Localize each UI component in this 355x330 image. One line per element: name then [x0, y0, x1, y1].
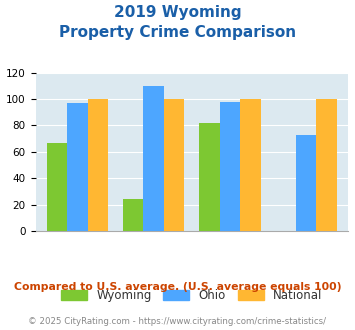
- Text: Compared to U.S. average. (U.S. average equals 100): Compared to U.S. average. (U.S. average …: [14, 282, 341, 292]
- Bar: [164, 99, 184, 231]
- Text: © 2025 CityRating.com - https://www.cityrating.com/crime-statistics/: © 2025 CityRating.com - https://www.city…: [28, 317, 327, 326]
- Bar: [123, 199, 143, 231]
- Bar: [316, 99, 337, 231]
- Text: 2019 Wyoming: 2019 Wyoming: [114, 5, 241, 20]
- Legend: Wyoming, Ohio, National: Wyoming, Ohio, National: [56, 284, 327, 307]
- Bar: [88, 99, 108, 231]
- Bar: [240, 99, 261, 231]
- Bar: [220, 102, 240, 231]
- Bar: [199, 123, 220, 231]
- Bar: [67, 103, 88, 231]
- Bar: [47, 143, 67, 231]
- Bar: [296, 135, 316, 231]
- Text: Property Crime Comparison: Property Crime Comparison: [59, 25, 296, 40]
- Bar: [143, 86, 164, 231]
